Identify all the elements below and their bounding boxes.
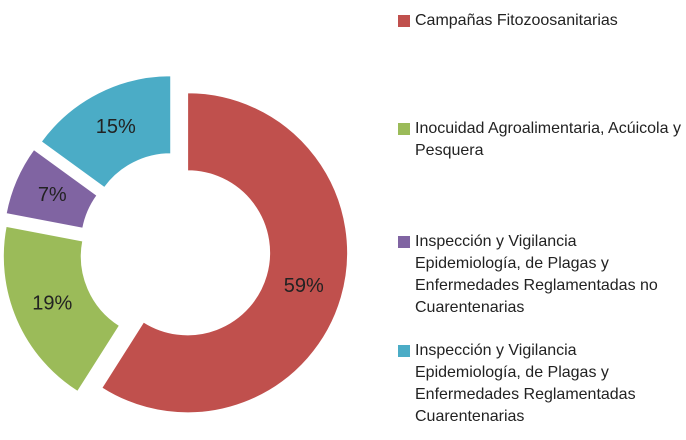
data-label: 15% <box>96 116 136 138</box>
legend-label: Inocuidad Agroalimentaria, Acúicola y Pe… <box>415 120 681 159</box>
chart: 59% 19% 7% 15% <box>2 75 349 414</box>
slice <box>2 225 121 393</box>
legend-swatch <box>398 236 410 248</box>
legend-entry: Inspección y Vigilancia Epidemiología, d… <box>398 231 683 319</box>
legend-entry: Campañas Fitozoosanitarias <box>398 10 683 32</box>
slice <box>101 92 349 414</box>
legend-label: Inspección y Vigilancia Epidemiología, d… <box>415 342 636 425</box>
data-label: 59% <box>284 275 324 297</box>
legend-label: Inspección y Vigilancia Epidemiología, d… <box>415 233 658 316</box>
legend-swatch <box>398 123 410 135</box>
legend-label: Campañas Fitozoosanitarias <box>415 12 618 29</box>
slice <box>40 75 172 189</box>
data-label: 19% <box>32 293 72 315</box>
legend-swatch <box>398 345 410 357</box>
data-label: 7% <box>38 184 67 206</box>
legend-swatch <box>398 15 410 27</box>
legend-entry: Inocuidad Agroalimentaria, Acúicola y Pe… <box>398 118 683 162</box>
legend-entry: Inspección y Vigilancia Epidemiología, d… <box>398 340 683 428</box>
slice <box>5 148 98 229</box>
